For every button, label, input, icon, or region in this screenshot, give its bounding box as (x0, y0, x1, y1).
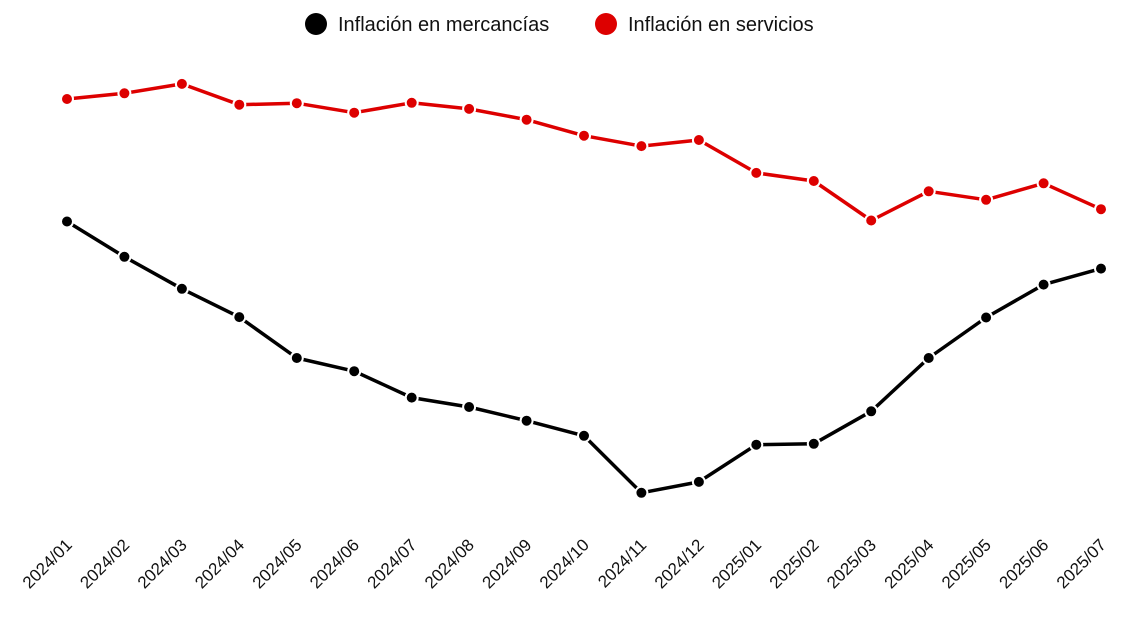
data-point-servicios-2024-09 (519, 112, 534, 127)
data-point-mercancias-2025-03 (864, 404, 879, 419)
x-axis: 2024/01 2024/02 2024/03 2024/04 2024/05 2024/… (19, 535, 1110, 592)
x-tick-label: 2024/03 (134, 535, 191, 592)
legend-marker-servicios (595, 13, 617, 35)
series-servicios (60, 76, 1108, 228)
x-tick-label: 2025/02 (766, 535, 823, 592)
x-tick-label: 2024/11 (594, 535, 650, 591)
data-point-mercancias-2024-08 (462, 400, 477, 414)
data-point-servicios-2024-01 (60, 92, 74, 106)
data-point-mercancias-2024-01 (60, 214, 74, 229)
series-mercancias (60, 214, 1108, 500)
data-point-servicios-2024-05 (289, 96, 304, 111)
data-point-mercancias-2024-10 (577, 428, 591, 443)
data-point-servicios-2025-03 (864, 213, 879, 228)
x-tick-label: 2025/01 (708, 535, 765, 592)
data-point-mercancias-2025-02 (806, 436, 821, 451)
data-point-servicios-2024-12 (691, 133, 706, 147)
data-point-servicios-2024-03 (174, 76, 189, 91)
series-line-mercancias (65, 219, 1103, 495)
data-point-servicios-2024-02 (117, 86, 132, 101)
data-point-mercancias-2024-09 (519, 413, 534, 428)
x-tick-label: 2025/05 (938, 535, 995, 592)
x-tick-label: 2024/06 (306, 535, 363, 592)
data-point-mercancias-2024-02 (117, 249, 132, 264)
data-point-mercancias-2024-11 (634, 485, 649, 500)
data-point-mercancias-2025-05 (979, 310, 994, 325)
data-point-servicios-2024-10 (577, 128, 591, 143)
data-point-servicios-2024-07 (404, 95, 419, 110)
x-tick-label: 2024/02 (76, 535, 133, 592)
legend: Inflación en mercancías Inflación en ser… (305, 13, 814, 36)
plot-area (60, 76, 1108, 500)
data-point-servicios-2025-07 (1094, 202, 1108, 217)
x-tick-label: 2024/01 (19, 535, 76, 592)
data-point-mercancias-2024-03 (174, 281, 189, 296)
data-point-mercancias-2025-06 (1036, 277, 1051, 292)
series-line-servicios (65, 82, 1103, 223)
data-point-mercancias-2025-07 (1094, 261, 1108, 276)
data-point-servicios-2025-05 (979, 192, 994, 207)
data-point-servicios-2025-04 (921, 184, 936, 199)
data-point-mercancias-2024-12 (691, 474, 706, 489)
data-point-mercancias-2024-07 (404, 390, 419, 405)
data-point-servicios-2024-11 (634, 139, 649, 154)
x-tick-label: 2024/09 (479, 535, 536, 592)
x-tick-label: 2025/07 (1053, 535, 1110, 592)
data-point-servicios-2025-01 (749, 165, 764, 180)
data-point-mercancias-2024-04 (232, 310, 247, 325)
data-point-servicios-2024-08 (462, 101, 477, 116)
x-tick-label: 2025/04 (881, 535, 938, 592)
x-tick-label: 2025/03 (823, 535, 880, 592)
data-point-servicios-2024-04 (232, 97, 247, 112)
data-point-mercancias-2024-05 (289, 351, 304, 365)
x-tick-label: 2024/12 (651, 535, 708, 592)
data-point-servicios-2024-06 (347, 105, 362, 120)
x-tick-label: 2024/05 (249, 535, 306, 592)
data-point-servicios-2025-02 (806, 174, 821, 188)
x-tick-label: 2024/10 (536, 535, 593, 592)
x-tick-label: 2024/07 (364, 535, 421, 592)
data-point-mercancias-2024-06 (347, 364, 362, 379)
x-tick-label: 2024/04 (191, 535, 248, 592)
data-point-servicios-2025-06 (1036, 176, 1051, 191)
x-tick-label: 2025/06 (996, 535, 1053, 592)
data-point-mercancias-2025-04 (921, 351, 936, 365)
legend-label-mercancias: Inflación en mercancías (338, 14, 549, 36)
x-tick-label: 2024/08 (421, 535, 478, 592)
data-point-mercancias-2025-01 (749, 437, 764, 452)
legend-marker-mercancias (305, 13, 327, 35)
legend-label-servicios: Inflación en servicios (628, 14, 814, 36)
